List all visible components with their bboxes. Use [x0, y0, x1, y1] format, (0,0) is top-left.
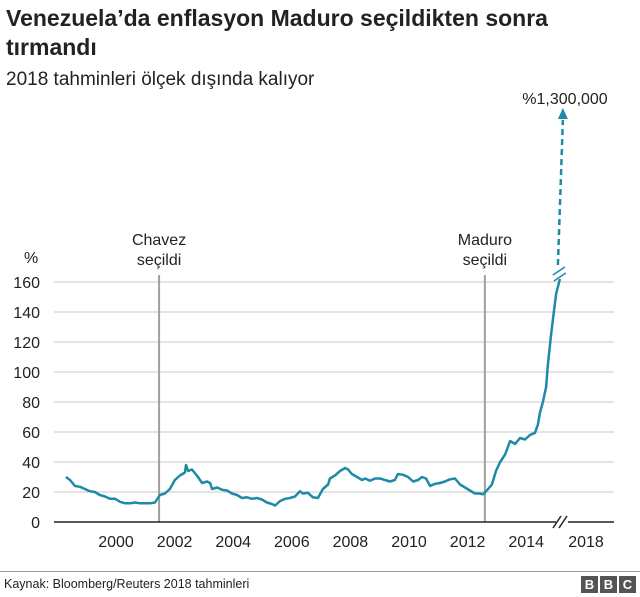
y-tick-label: 40: [22, 455, 40, 472]
x-tick-label: 2012: [450, 534, 486, 551]
x-tick-label: 2006: [274, 534, 310, 551]
x-tick-label: 2010: [391, 534, 427, 551]
y-tick-label: 160: [13, 275, 40, 292]
y-tick-label: 0: [31, 515, 40, 532]
bbc-logo: B B C: [581, 576, 636, 593]
x-tick-label: 2018: [568, 534, 604, 551]
x-tick-label: 2004: [215, 534, 251, 551]
y-tick-label: 100: [13, 365, 40, 382]
x-tick-label: 2002: [157, 534, 193, 551]
inflation-line: [65, 278, 562, 507]
y-axis-label: %: [24, 250, 38, 267]
x-tick-label: 2014: [508, 534, 544, 551]
y-tick-label: 120: [13, 335, 40, 352]
chart-subtitle: 2018 tahminleri ölçek dışında kalıyor: [6, 69, 315, 90]
projection-label: %1,300,000: [522, 91, 608, 108]
event-marker-label: seçildi: [137, 252, 181, 269]
x-tick-label: 2008: [333, 534, 369, 551]
y-tick-label: 80: [22, 395, 40, 412]
event-marker-label: seçildi: [463, 252, 507, 269]
y-tick-label: 20: [22, 485, 40, 502]
axis-break-icon: [552, 515, 568, 529]
projection-arrow-icon: [557, 108, 568, 119]
event-marker-label: Maduro: [458, 232, 512, 249]
bbc-logo-letter: B: [600, 576, 617, 593]
series-break-icon: [552, 266, 567, 282]
x-tick-label: 2000: [98, 534, 134, 551]
event-marker-label: Chavez: [132, 232, 186, 249]
chart-title: Venezuela’da enflasyon Maduro seçildikte…: [6, 5, 548, 60]
projection-line: [556, 119, 565, 266]
bbc-logo-letter: C: [619, 576, 636, 593]
bbc-logo-letter: B: [581, 576, 598, 593]
y-tick-label: 140: [13, 305, 40, 322]
source-note: Kaynak: Bloomberg/Reuters 2018 tahminler…: [4, 577, 250, 591]
footer-divider: [0, 571, 640, 572]
y-tick-label: 60: [22, 425, 40, 442]
